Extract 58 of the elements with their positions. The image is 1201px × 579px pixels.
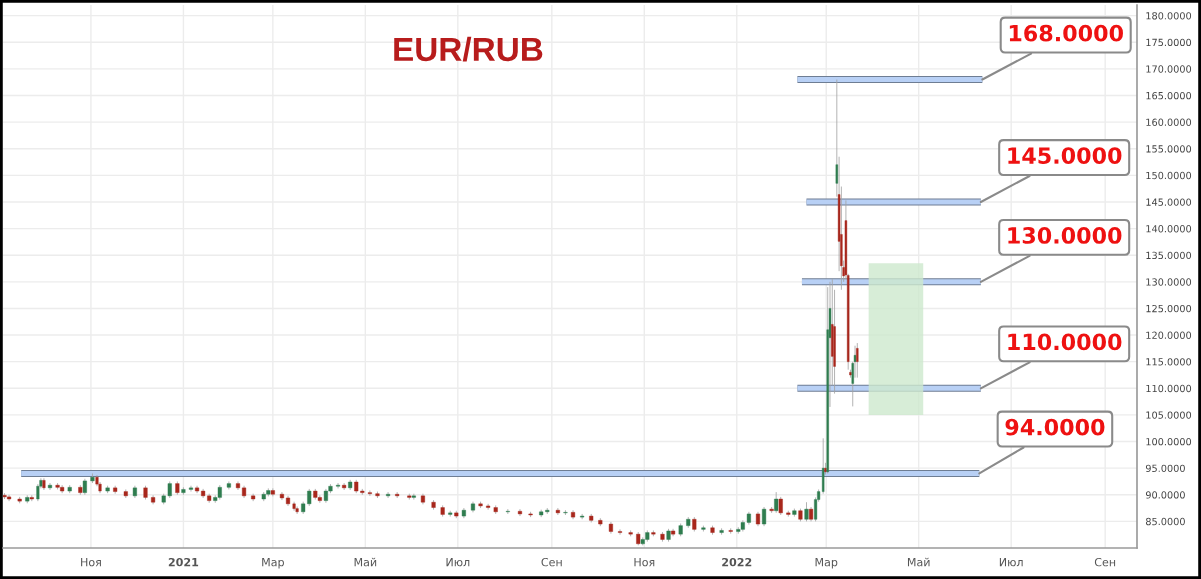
y-tick-label: 155.0000 [1146,145,1192,153]
x-tick-label: 2021 [168,557,199,567]
candlestick [762,506,767,527]
x-tick-label: Ноя [634,558,655,567]
candlestick [386,491,391,499]
candlestick [47,482,53,491]
x-tick-label: Май [354,557,377,567]
text: EUR/RUB [394,36,543,62]
y-tick-label: 110.0000 [1146,384,1192,393]
annotation: 168.0000 [1009,24,1123,42]
candlestick [778,496,783,516]
y-tick-label: 115.0000 [1146,358,1192,366]
candlestick [336,482,341,489]
candlestick [188,485,194,492]
annotation: 110.0000 [1008,333,1122,351]
x-tick-label: Сен [1094,557,1116,567]
y-tick-label: 95.0000 [1145,464,1185,472]
y-tick-label: 175.0000 [1146,38,1192,47]
candlestick [342,482,347,491]
candlestick [295,506,299,515]
x-tick-label: Мар [262,558,284,569]
y-tick-label: 105.0000 [1146,411,1192,419]
y-tick-label: 100.0000 [1146,438,1192,446]
candlestick [367,490,372,497]
y-tick-label: 170.0000 [1146,65,1192,73]
x-tick-label: Июл [999,558,1023,567]
x-tick-label: Июл [446,558,470,567]
y-tick-label: 135.0000 [1146,251,1192,260]
y-tick-label: 150.0000 [1146,171,1192,180]
y-tick-label: 165.0000 [1146,91,1192,100]
y-tick-label: 145.0000 [1146,198,1192,206]
candlestick [804,501,809,522]
y-tick-label: 125.0000 [1146,304,1192,313]
x-tick-label: Мар [815,558,838,569]
y-tick-label: 90.0000 [1145,491,1185,499]
y-tick-label: 140.0000 [1146,225,1192,233]
candlestick [774,491,779,514]
y-tick-label: 130.0000 [1146,278,1192,286]
candlestick [505,508,510,515]
candlestick [555,507,560,516]
y-tick-label: 160.0000 [1146,118,1192,126]
x-tick-label: Май [907,557,930,567]
x-tick-label: 2022 [722,557,752,567]
candlestick [580,513,585,520]
annotation: 94.0000 [1005,418,1105,436]
x-tick-label: Ноя [81,558,101,567]
candlestick [235,481,241,491]
y-tick-label: 120.0000 [1146,331,1192,339]
annotation: 145.0000 [1008,147,1122,164]
candlestick [486,503,491,511]
annotation: 130.0000 [1008,227,1122,244]
x-tick-label: Сен [541,557,562,567]
candlestick [618,528,623,536]
candlestick [728,527,733,535]
y-tick-label: 180.0000 [1146,12,1192,20]
candlestick [517,508,522,517]
y-tick-label: 85.0000 [1145,517,1185,526]
candlestick [856,342,859,379]
